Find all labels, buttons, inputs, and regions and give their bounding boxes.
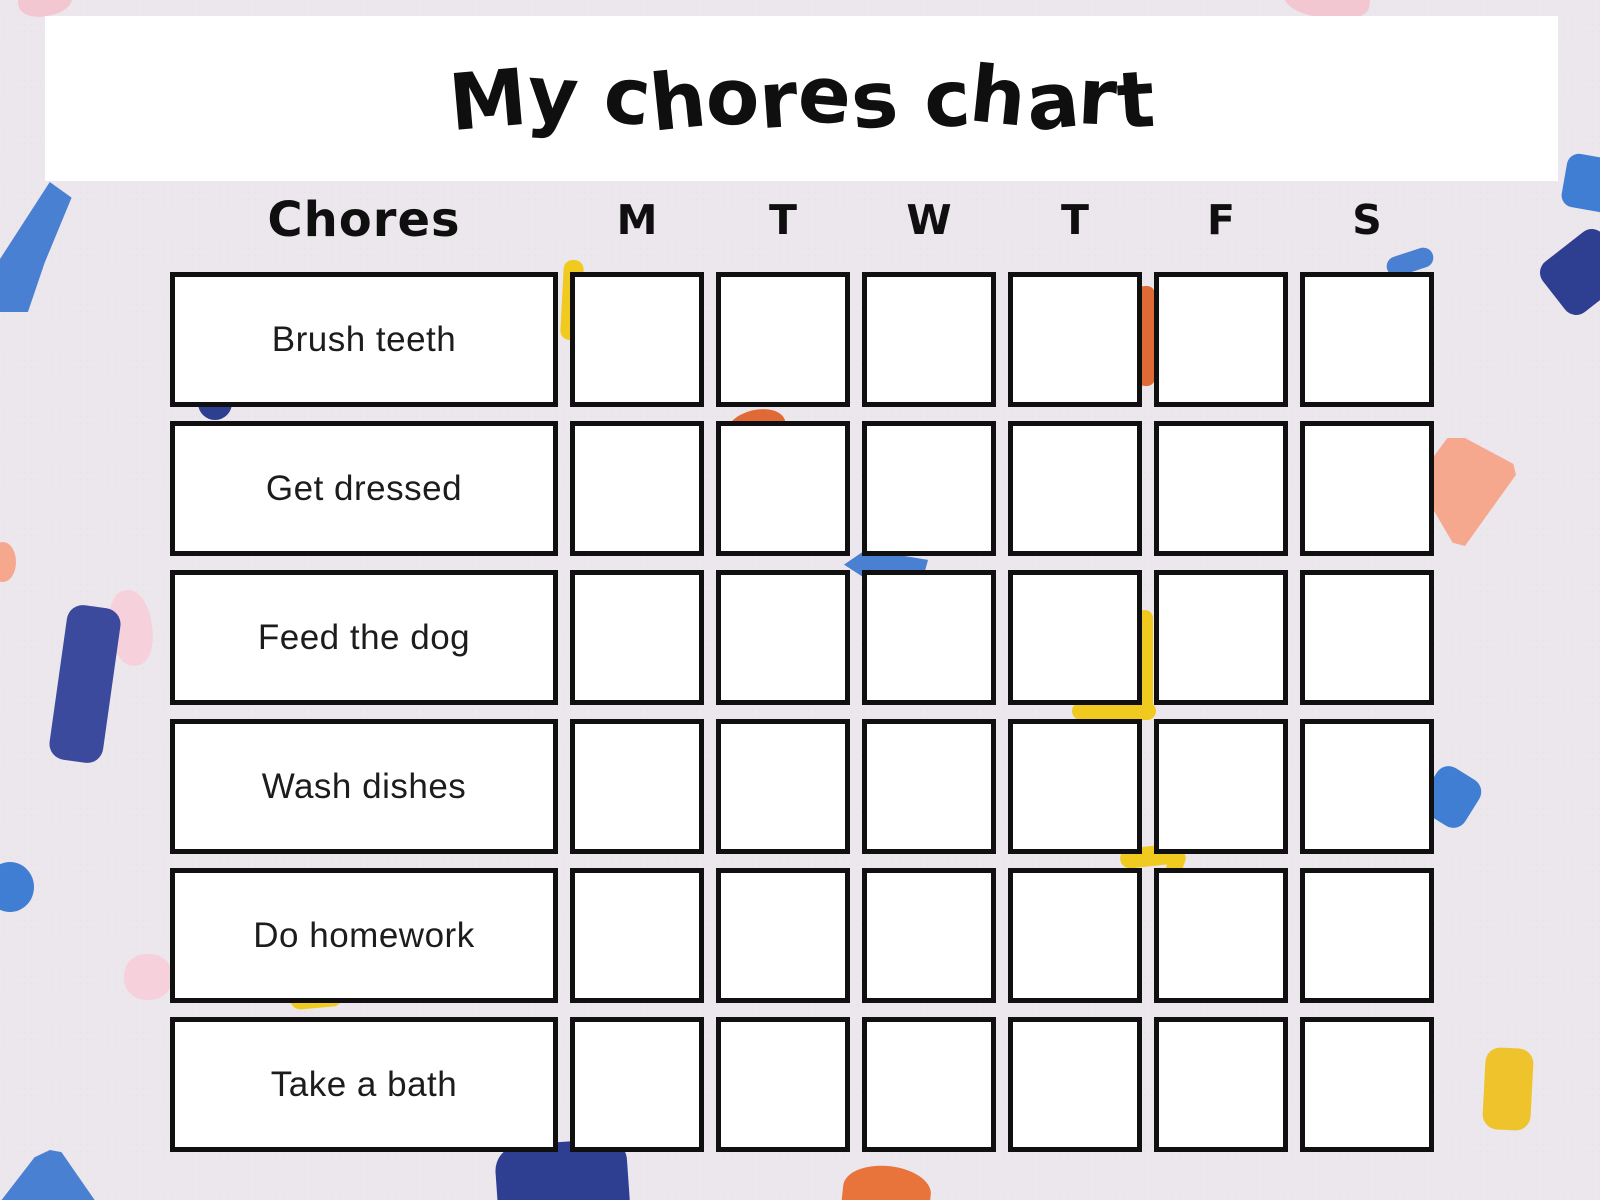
salmon-triangle-right-shape [1428,438,1516,546]
checkbox-cell-row6-day6[interactable] [1300,1017,1434,1152]
day-header-4: T [1061,196,1089,244]
yellow-pill-bottom-right-shape [1481,1046,1535,1132]
checkbox-cell-row5-day6[interactable] [1300,868,1434,1003]
blue-wedge-left-shape [0,182,72,312]
day-header-5: F [1206,196,1235,244]
chore-label-box: Do homework [170,868,558,1003]
checkbox-cell-row2-day1[interactable] [570,421,704,556]
checkbox-cell-row6-day2[interactable] [716,1017,850,1152]
checkbox-cell-row3-day3[interactable] [862,570,996,705]
checkbox-cell-row3-day1[interactable] [570,570,704,705]
checkbox-cell-row6-day3[interactable] [862,1017,996,1152]
checkbox-cell-row4-day3[interactable] [862,719,996,854]
chore-label: Do homework [253,915,475,955]
day-header-3: W [906,196,952,244]
chores-grid: Brush teeth Get dressed Feed the dog Wash d… [170,272,1434,1152]
checkbox-cell-row2-day5[interactable] [1154,421,1288,556]
day-header-6: S [1352,196,1382,244]
checkbox-cell-row5-day5[interactable] [1154,868,1288,1003]
checkbox-cell-row6-day4[interactable] [1008,1017,1142,1152]
chore-label-box: Wash dishes [170,719,558,854]
checkbox-cell-row2-day3[interactable] [862,421,996,556]
chore-label: Wash dishes [261,766,467,806]
blue-triangle-bottom-left-shape [0,1150,96,1200]
page-title: My chores chart [445,48,1158,150]
checkbox-cell-row1-day1[interactable] [570,272,704,407]
checkbox-cell-row6-day5[interactable] [1154,1017,1288,1152]
checkbox-cell-row2-day4[interactable] [1008,421,1142,556]
orange-blob-bottom-shape [840,1161,934,1200]
checkbox-cell-row4-day2[interactable] [716,719,850,854]
yellow-squiggle-horiz-shape [1072,702,1156,720]
pink-blob-left-low-shape [124,954,172,1000]
checkbox-cell-row2-day2[interactable] [716,421,850,556]
chore-label-box: Get dressed [170,421,558,556]
blue-blob-left-edge-shape [0,862,34,912]
chore-label-box: Feed the dog [170,570,558,705]
checkbox-cell-row1-day5[interactable] [1154,272,1288,407]
salmon-sliver-left-edge-shape [0,542,16,582]
checkbox-cell-row1-day6[interactable] [1300,272,1434,407]
day-header-1: M [616,196,658,244]
table-header-row: Chores M T W T F S [170,192,1434,248]
checkbox-cell-row2-day6[interactable] [1300,421,1434,556]
chores-column-header: Chores [267,192,461,248]
checkbox-cell-row4-day4[interactable] [1008,719,1142,854]
checkbox-cell-row4-day1[interactable] [570,719,704,854]
checkbox-cell-row1-day2[interactable] [716,272,850,407]
title-banner: My chores chart [45,16,1558,181]
checkbox-cell-row1-day4[interactable] [1008,272,1142,407]
checkbox-cell-row5-day2[interactable] [716,868,850,1003]
day-header-2: T [769,196,797,244]
chore-label-box: Take a bath [170,1017,558,1152]
checkbox-cell-row3-day2[interactable] [716,570,850,705]
checkbox-cell-row5-day1[interactable] [570,868,704,1003]
indigo-stick-left-shape [47,603,123,765]
chore-label-box: Brush teeth [170,272,558,407]
checkbox-cell-row5-day3[interactable] [862,868,996,1003]
checkbox-cell-row6-day1[interactable] [570,1017,704,1152]
checkbox-cell-row3-day4[interactable] [1008,570,1142,705]
checkbox-cell-row5-day4[interactable] [1008,868,1142,1003]
checkbox-cell-row1-day3[interactable] [862,272,996,407]
chore-label: Take a bath [270,1064,458,1104]
navy-stick-right-edge-shape [1534,223,1600,321]
chore-label: Feed the dog [257,617,471,657]
chore-label: Get dressed [265,468,463,508]
checkbox-cell-row3-day5[interactable] [1154,570,1288,705]
checkbox-cell-row3-day6[interactable] [1300,570,1434,705]
blue-square-right-edge-shape [1559,151,1600,215]
chore-label: Brush teeth [271,319,457,359]
checkbox-cell-row4-day6[interactable] [1300,719,1434,854]
checkbox-cell-row4-day5[interactable] [1154,719,1288,854]
